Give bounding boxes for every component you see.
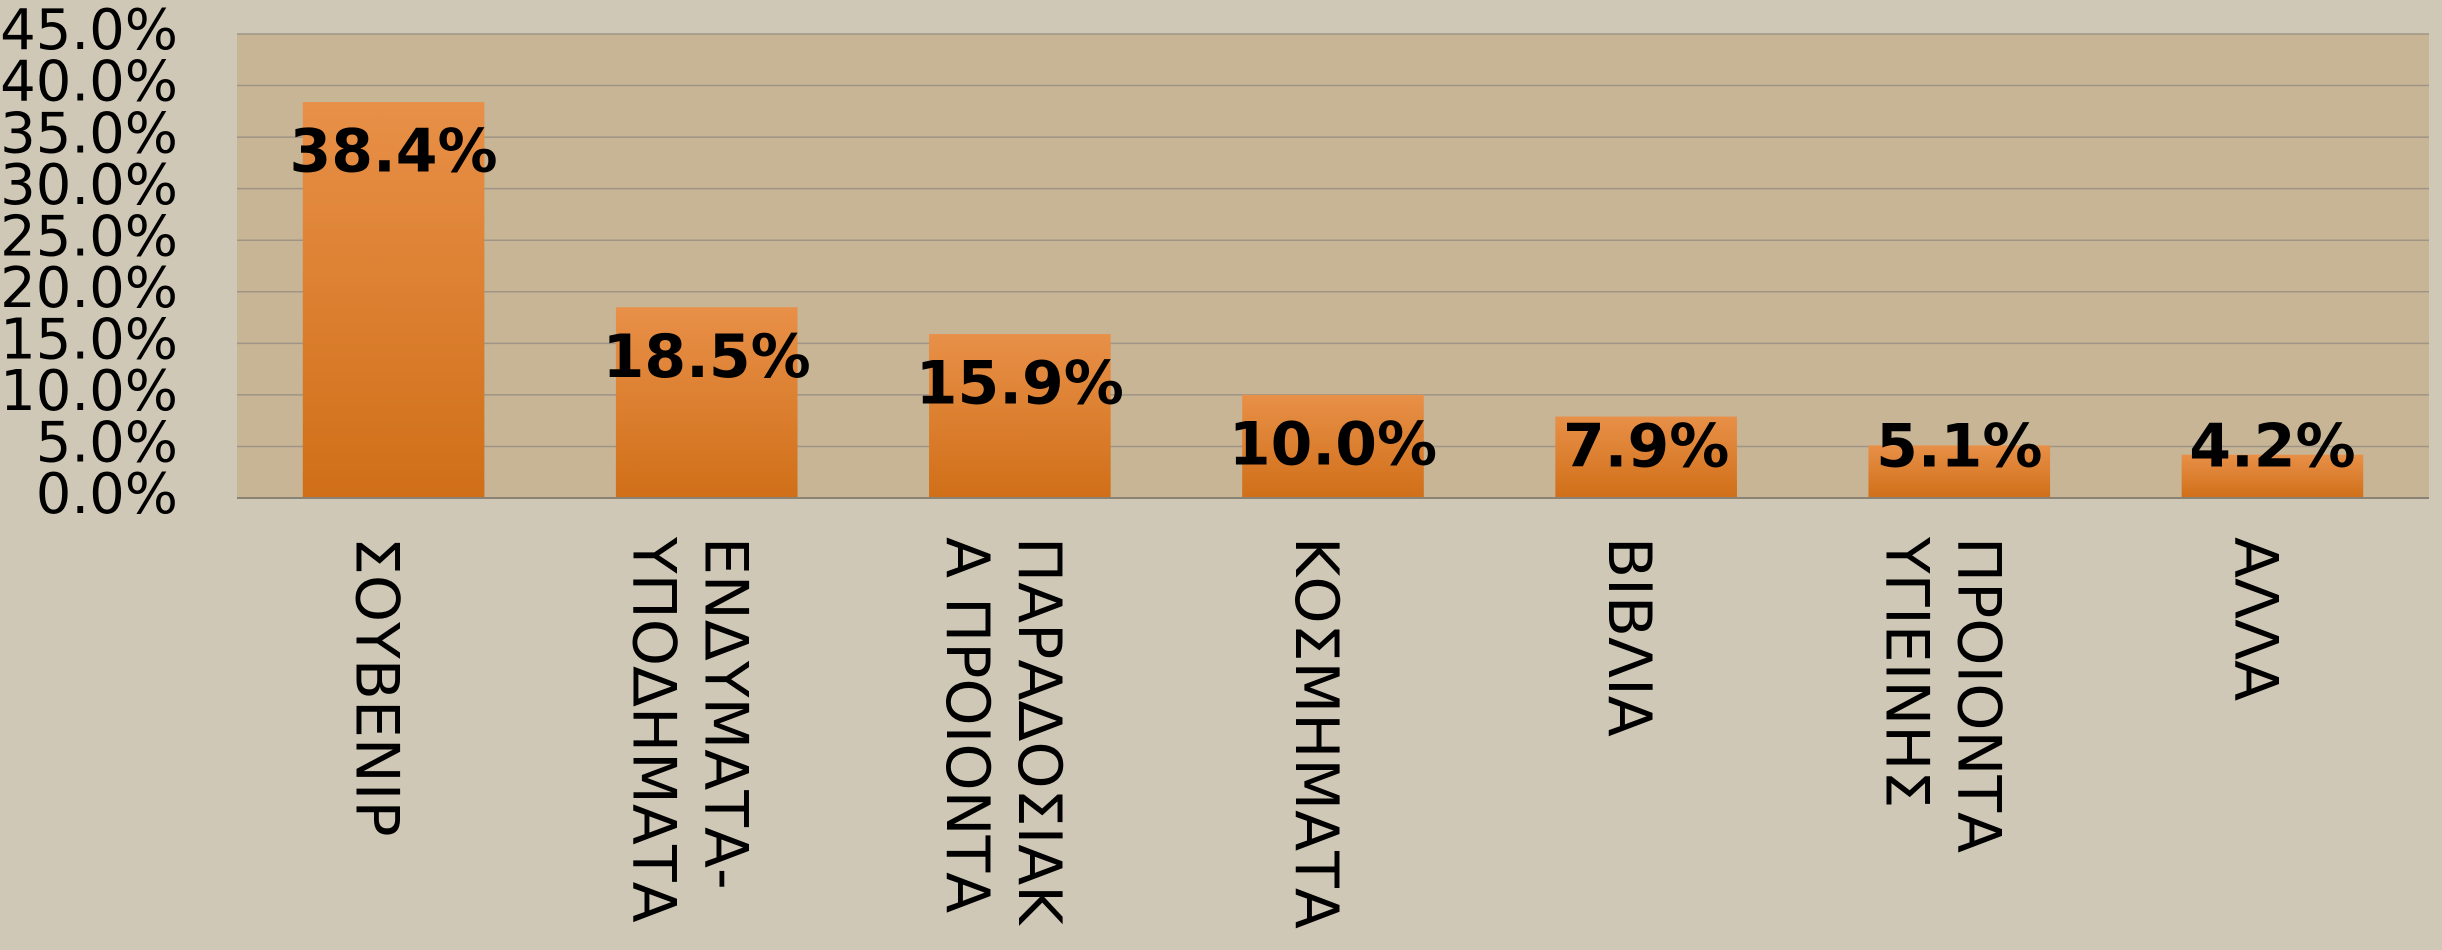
data-label: 38.4% — [289, 117, 497, 187]
x-tick-label: ΑΛΛΑ — [2221, 537, 2291, 701]
y-tick-label: 35.0% — [0, 101, 178, 166]
data-label: 10.0% — [1229, 409, 1437, 479]
x-tick-line: ΣΟΥΒΕΝΙΡ — [342, 537, 412, 837]
bar — [1242, 394, 1424, 498]
x-tick-line: ΑΛΛΑ — [2221, 537, 2291, 701]
bar — [2181, 454, 2364, 498]
x-tick-line: ΠΑΡΑΔΟΣΙΑΚ — [1004, 537, 1074, 926]
x-tick-label: ΠΑΡΑΔΟΣΙΑΚΑ ΠΡΟΙΟΝΤΑ — [932, 537, 1074, 926]
data-label: 15.9% — [916, 349, 1124, 419]
bar — [929, 334, 1111, 498]
y-tick-label: 5.0% — [36, 411, 178, 476]
x-tick-label: ΣΟΥΒΕΝΙΡ — [342, 537, 412, 837]
data-label: 5.1% — [1876, 412, 2042, 482]
y-tick-label: 30.0% — [0, 153, 178, 218]
x-tick-line: ΚΟΣΜΗΜΑΤΑ — [1281, 537, 1351, 929]
x-tick-label: ΒΙΒΛΙΑ — [1595, 537, 1665, 737]
y-tick-label: 25.0% — [0, 204, 178, 269]
x-tick-label: ΚΟΣΜΗΜΑΤΑ — [1281, 537, 1351, 929]
y-tick-label: 10.0% — [0, 359, 178, 424]
x-tick-line: ΒΙΒΛΙΑ — [1595, 537, 1665, 737]
x-tick-line: ΠΡΟΙΟΝΤΑ — [1944, 537, 2014, 853]
data-label: 18.5% — [603, 322, 811, 392]
bar — [1555, 416, 1737, 498]
data-label: 4.2% — [2189, 412, 2355, 482]
bar — [615, 307, 798, 498]
bar — [302, 102, 485, 498]
y-tick-label: 15.0% — [0, 307, 178, 372]
data-label: 7.9% — [1563, 412, 1729, 482]
x-tick-line: ΥΓΙΕΙΝΗΣ — [1872, 536, 1942, 808]
y-tick-label: 45.0% — [0, 0, 178, 63]
x-tick-line: ΥΠΟΔΗΜΑΤΑ — [619, 536, 689, 923]
bar — [1868, 445, 2051, 498]
y-tick-label: 20.0% — [0, 256, 178, 321]
x-tick-label: ΕΝΔΥΜΑΤΑ-ΥΠΟΔΗΜΑΤΑ — [619, 536, 761, 923]
x-tick-line: Α ΠΡΟΙΟΝΤΑ — [932, 537, 1002, 913]
y-tick-label: 0.0% — [36, 462, 178, 527]
x-tick-line: ΕΝΔΥΜΑΤΑ- — [691, 537, 761, 890]
x-tick-label: ΠΡΟΙΟΝΤΑΥΓΙΕΙΝΗΣ — [1872, 536, 2014, 853]
y-tick-label: 40.0% — [0, 50, 178, 115]
